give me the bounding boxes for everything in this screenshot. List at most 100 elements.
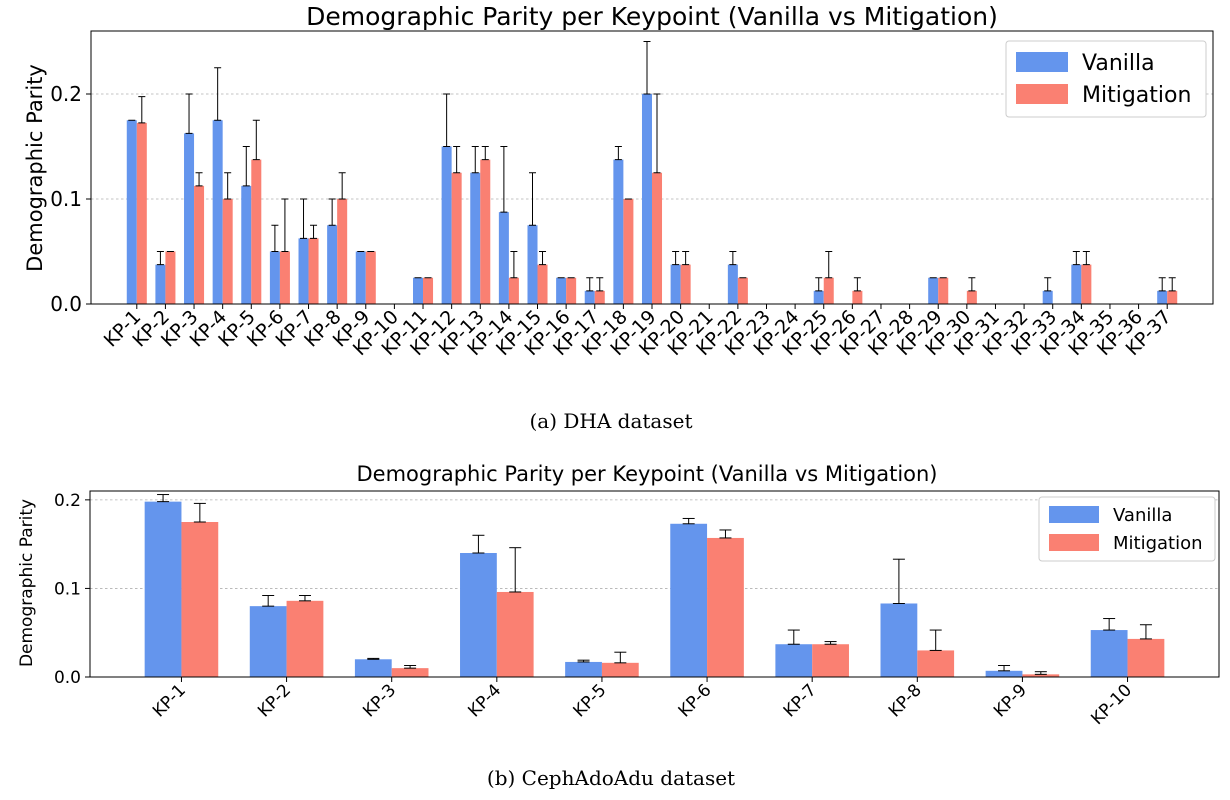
chart-0-bar-vanilla: [298, 238, 309, 304]
chart-0-bar-vanilla: [498, 212, 509, 304]
chart-1-xtick-label: KP-1: [149, 680, 190, 721]
chart-1-bar-vanilla: [144, 501, 182, 677]
chart-0-bar-mitigation: [508, 277, 519, 304]
chart-0-bar-mitigation: [251, 159, 262, 304]
chart-0-bar-vanilla: [584, 290, 595, 304]
chart-0-bar-mitigation: [680, 264, 691, 304]
chart-0-bar-vanilla: [212, 120, 223, 304]
chart-b-caption: (b) CephAdoAdu dataset: [487, 766, 735, 790]
chart-1-ytick-label: 0.1: [54, 580, 81, 600]
chart-0-bar-vanilla: [413, 277, 424, 304]
chart-1-xtick-label: KP-9: [990, 680, 1031, 721]
chart-1-bar-vanilla: [1090, 630, 1128, 677]
chart-0-bar-mitigation: [623, 199, 634, 304]
chart-0-bar-vanilla: [1157, 290, 1168, 304]
chart-1-bar-vanilla: [354, 659, 392, 677]
chart-0-bar-mitigation: [938, 277, 949, 304]
chart-0-bar-vanilla: [355, 251, 366, 304]
chart-0-bar-vanilla: [1042, 290, 1053, 304]
chart-1-bar-vanilla: [985, 670, 1023, 677]
chart-1-legend-swatch-mitigation: [1049, 534, 1099, 551]
chart-0-bar-vanilla: [641, 94, 652, 304]
chart-0-bar-mitigation: [566, 277, 577, 304]
chart-1-bar-mitigation: [286, 600, 324, 677]
chart-1-bar-mitigation: [1022, 674, 1060, 677]
chart-0-bar-vanilla: [813, 290, 824, 304]
chart-0-bar-mitigation: [594, 290, 605, 304]
chart-0-bar-vanilla: [269, 251, 280, 304]
chart-0-ytick-label: 0.1: [50, 187, 82, 211]
chart-0-bar-mitigation: [480, 159, 491, 304]
chart-0-bar-mitigation: [194, 185, 205, 304]
chart-1-xtick-label: KP-7: [780, 680, 821, 721]
chart-0-bar-mitigation: [852, 290, 863, 304]
chart-1-ytick-label: 0.2: [54, 491, 81, 511]
chart-0-axes-frame: [90, 30, 1214, 305]
chart-1-legend-swatch-vanilla: [1049, 506, 1099, 523]
chart-0-bar-mitigation: [1167, 290, 1178, 304]
chart-1-bar-vanilla: [460, 553, 497, 677]
chart-1-bar-mitigation: [391, 668, 429, 677]
chart-0-bar-vanilla: [727, 264, 738, 304]
chart-1-bar-mitigation: [707, 537, 744, 677]
chart-0-bar-mitigation: [136, 122, 147, 304]
chart-0-bar-mitigation: [823, 277, 834, 304]
chart-0-bar-vanilla: [527, 225, 538, 304]
chart-0-bar-mitigation: [423, 277, 434, 304]
chart-a-caption: (a) DHA dataset: [530, 409, 693, 433]
chart-b: 0.0 0.1 0.2 KP-1 KP-2 KP-3 KP-4 KP-5 KP-6 KP-7 KP-…: [54, 490, 1220, 729]
chart-0-bar-mitigation: [966, 290, 977, 304]
chart-0-bar-mitigation: [308, 238, 319, 304]
chart-0-bar-mitigation: [737, 277, 748, 304]
chart-0-bar-vanilla: [613, 159, 624, 304]
chart-1-bar-vanilla: [880, 603, 918, 677]
chart-1-bar-vanilla: [565, 661, 602, 677]
chart-0-bar-vanilla: [327, 225, 338, 304]
chart-0-bar-vanilla: [670, 264, 681, 304]
chart-0-bar-vanilla: [155, 264, 166, 304]
chart-1-legend: Vanilla Mitigation: [1038, 496, 1216, 562]
chart-1-bar-mitigation: [181, 522, 219, 677]
chart-1-bar-mitigation: [917, 650, 955, 677]
chart-1-bar-mitigation: [1127, 638, 1165, 677]
chart-0-bar-mitigation: [337, 199, 348, 304]
chart-1-xtick-label: KP-8: [885, 680, 926, 721]
chart-1-xtick-label: KP-10: [1087, 680, 1136, 729]
chart-0-bar-mitigation: [279, 251, 290, 304]
chart-0-bar-mitigation: [365, 251, 376, 304]
chart-0-bar-vanilla: [1071, 264, 1082, 304]
chart-0-ytick-label: 0.0: [50, 292, 82, 316]
chart-0-bar-vanilla: [556, 277, 567, 304]
chart-1-legend-label-mitigation: Mitigation: [1113, 533, 1203, 554]
chart-0-ytick-label: 0.2: [50, 82, 82, 106]
chart-b-title: Demographic Parity per Keypoint (Vanilla…: [356, 462, 937, 486]
chart-0-bar-vanilla: [241, 185, 252, 304]
chart-1-ytick-label: 0.0: [54, 668, 81, 688]
chart-0-bar-vanilla: [126, 120, 137, 304]
chart-0-bar-vanilla: [441, 146, 452, 304]
chart-0-legend-label-vanilla: Vanilla: [1082, 51, 1155, 76]
chart-0-bar-mitigation: [537, 264, 548, 304]
chart-0-bar-mitigation: [165, 251, 176, 304]
chart-b-ylabel: Demographic Parity: [17, 499, 37, 667]
chart-0-legend-swatch-mitigation: [1016, 84, 1068, 104]
chart-1-axes-frame: [89, 490, 1220, 678]
chart-a: 0.00.10.2KP-1KP-2KP-3KP-4KP-5KP-6KP-7KP-…: [50, 30, 1214, 360]
chart-1-bar-vanilla: [249, 606, 287, 677]
chart-1-xtick-label: KP-6: [675, 680, 716, 721]
chart-0-legend-swatch-vanilla: [1016, 52, 1068, 72]
chart-a-title: Demographic Parity per Keypoint (Vanilla…: [306, 2, 998, 31]
chart-1-bar-mitigation: [601, 662, 639, 677]
chart-0-bar-vanilla: [928, 277, 939, 304]
chart-1-xtick-label: KP-4: [464, 680, 505, 721]
chart-0-bar-mitigation: [451, 172, 462, 304]
chart-1-xtick-label: KP-2: [254, 680, 295, 721]
chart-1-legend-label-vanilla: Vanilla: [1113, 505, 1172, 526]
chart-1-bar-vanilla: [670, 523, 708, 677]
chart-0-bar-mitigation: [222, 199, 233, 304]
chart-1-bar-vanilla: [775, 644, 813, 677]
chart-0-bar-mitigation: [652, 172, 663, 304]
chart-1-xtick-label: KP-5: [569, 680, 610, 721]
chart-0-legend-label-mitigation: Mitigation: [1082, 83, 1191, 108]
